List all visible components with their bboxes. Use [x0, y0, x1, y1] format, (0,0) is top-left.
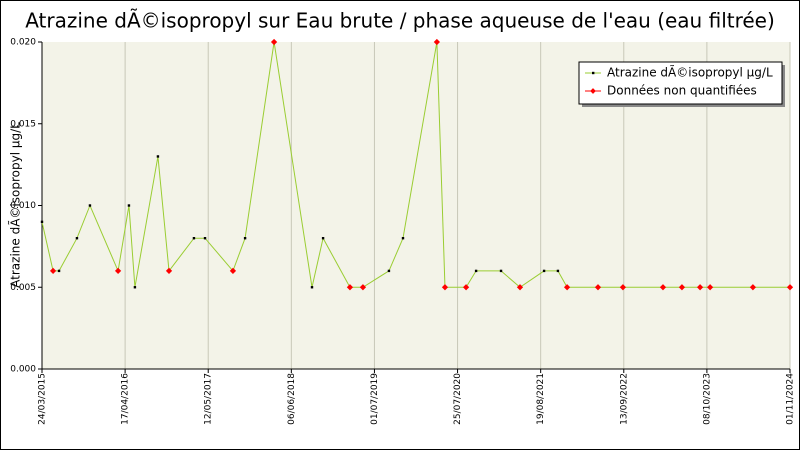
data-point	[57, 269, 61, 273]
x-tick-label: 19/08/2021	[536, 373, 546, 425]
data-point	[88, 204, 92, 207]
data-point	[499, 269, 503, 273]
data-point	[192, 237, 196, 240]
data-point	[203, 237, 207, 240]
x-tick-label: 01/11/2024	[786, 373, 796, 425]
legend-marker	[592, 71, 595, 75]
x-tick-label: 06/06/2018	[287, 373, 297, 425]
chart-title: Atrazine dÃ©isopropyl sur Eau brute / ph…	[25, 9, 775, 33]
x-tick-label: 17/04/2016	[121, 373, 131, 425]
data-point	[346, 284, 354, 291]
y-tick-label: 0.010	[10, 201, 36, 211]
legend-box	[578, 61, 783, 105]
y-tick-label: 0.020	[10, 38, 36, 48]
data-point	[156, 155, 160, 158]
x-tick-label: 01/07/2019	[370, 373, 380, 425]
data-point	[127, 204, 131, 207]
x-tick-label: 12/05/2017	[204, 373, 214, 425]
data-point	[462, 284, 470, 291]
data-point	[40, 220, 44, 224]
data-point	[542, 269, 546, 273]
legend-label: Atrazine dÃ©isopropyl µg/L	[607, 65, 773, 80]
y-tick-label: 0.000	[10, 365, 36, 375]
x-tick-label: 24/03/2015	[38, 373, 48, 425]
data-point	[243, 237, 247, 240]
data-point	[387, 269, 391, 273]
y-axis-label: Atrazine dÃ©isopropyl µg/L	[8, 122, 23, 288]
data-point	[556, 269, 560, 273]
x-tick-label: 25/07/2020	[453, 373, 463, 425]
data-point	[133, 286, 137, 289]
legend-label: Données non quantifiées	[607, 84, 757, 98]
data-point	[474, 269, 478, 273]
data-point	[441, 284, 449, 291]
data-point	[321, 237, 325, 240]
y-tick-label: 0.015	[10, 119, 36, 129]
x-tick-label: 08/10/2023	[702, 373, 712, 425]
series-line	[41, 41, 790, 288]
x-tick-label: 13/09/2022	[619, 373, 629, 425]
data-point	[359, 284, 367, 291]
data-point	[310, 286, 314, 289]
legend-marker	[590, 88, 596, 94]
data-point	[401, 237, 405, 240]
y-tick-label: 0.005	[10, 283, 36, 293]
data-point	[165, 267, 173, 275]
data-point	[75, 237, 79, 240]
